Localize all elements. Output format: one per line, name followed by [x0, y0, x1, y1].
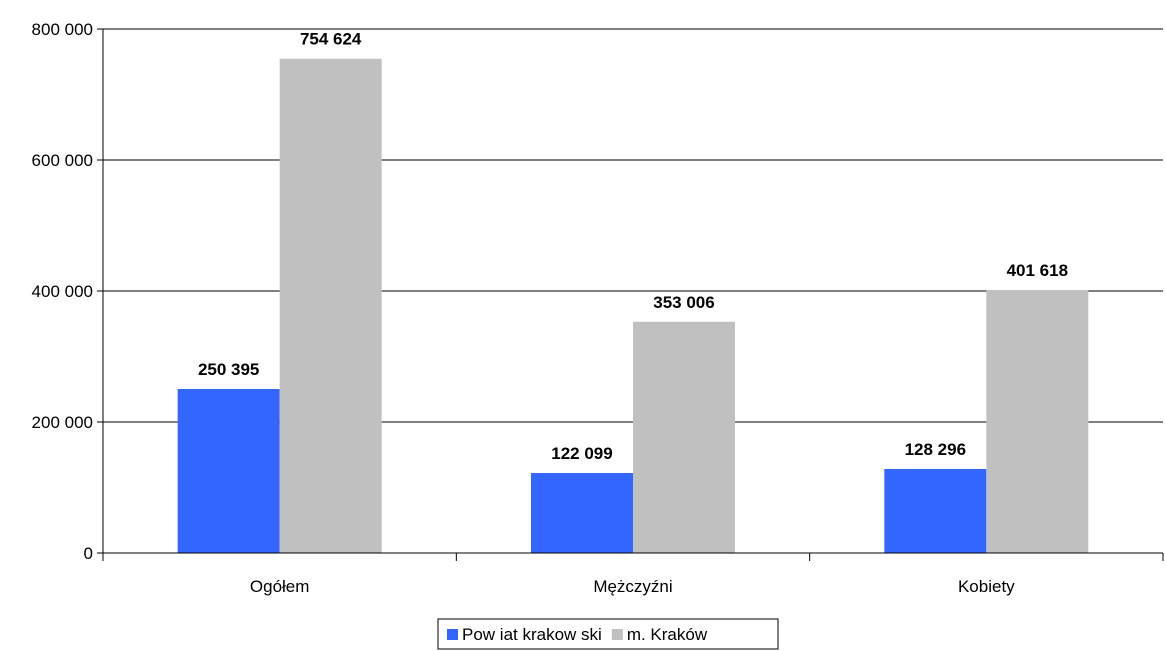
x-axis: Ogółem Mężczyźni Kobiety: [102, 552, 1164, 596]
bar: [633, 321, 735, 553]
legend-entry: m. Kraków: [627, 625, 708, 644]
bar: [279, 58, 382, 553]
y-tick-label: 200 000: [32, 413, 93, 432]
legend-swatch: [611, 629, 623, 640]
legend-entry: Pow iat krakow ski: [462, 625, 602, 644]
x-tick-label: Kobiety: [958, 577, 1015, 596]
data-label: 128 296: [905, 440, 966, 459]
bar: [986, 289, 1089, 553]
data-label: 401 618: [1007, 261, 1068, 280]
x-tick-label: Mężczyźni: [593, 577, 672, 596]
data-label: 353 006: [653, 293, 714, 312]
bars: 250 395 754 624 122 099 353 006 128 296 401 6…: [177, 30, 1089, 553]
y-tick-label: 600 000: [32, 151, 93, 170]
data-label: 250 395: [198, 360, 259, 379]
legend-box: [437, 618, 779, 650]
bar: [884, 468, 987, 553]
data-label: 122 099: [551, 444, 612, 463]
bar: [531, 473, 633, 553]
bar: [177, 388, 280, 553]
legend-swatch: [447, 629, 458, 640]
legend: Pow iat krakow ski m. Kraków: [437, 618, 779, 650]
y-axis: 0 200 000 400 000 600 000 800 000: [32, 20, 104, 563]
data-label: 754 624: [300, 30, 362, 49]
y-tick-label: 0: [84, 544, 93, 563]
y-tick-label: 400 000: [32, 282, 93, 301]
x-tick-label: Ogółem: [250, 577, 310, 596]
y-tick-label: 800 000: [32, 20, 93, 39]
